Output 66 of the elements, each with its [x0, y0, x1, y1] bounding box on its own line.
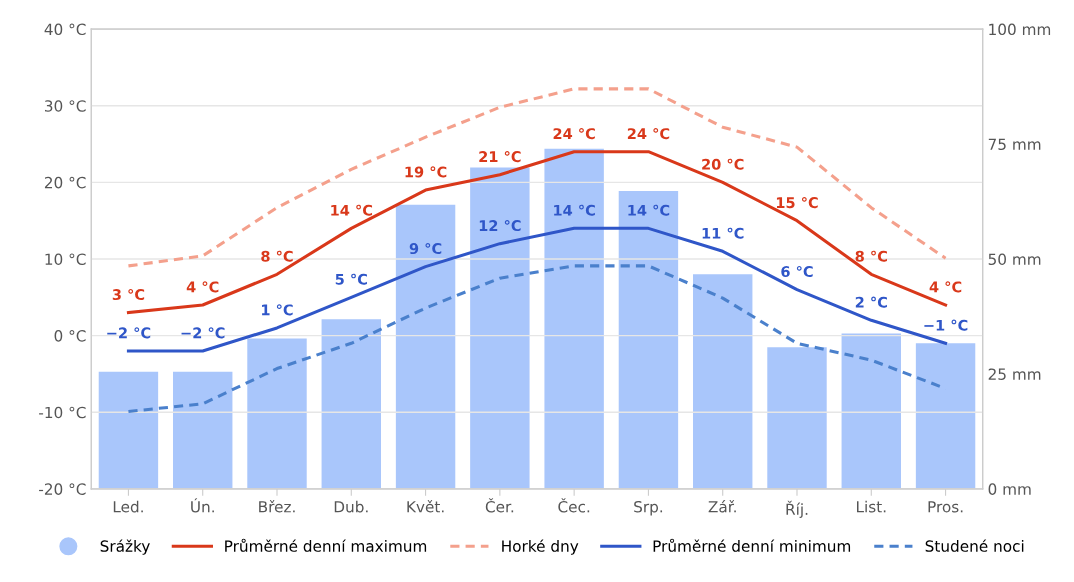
data-label: 19 °C — [405, 166, 447, 178]
data-label: 24 °C — [553, 128, 595, 140]
bar — [915, 343, 976, 489]
data-label: 6 °C — [781, 265, 813, 278]
bar — [693, 274, 753, 489]
data-label: 24 °C — [627, 128, 670, 140]
data-label: 2 °C — [855, 296, 887, 308]
data-label: 1 °C — [262, 304, 293, 316]
data-label: −2 °C — [107, 327, 151, 339]
y2-tick-label: 100 mm — [989, 23, 1051, 36]
data-label: 15 °C — [776, 197, 818, 209]
x-tick-label: Břez. — [259, 500, 295, 513]
y2-tick-label: 0 mm — [988, 483, 1031, 495]
y2-tick-label: 75 mm — [988, 138, 1041, 151]
bar — [767, 347, 827, 489]
data-label: 21 °C — [479, 151, 521, 163]
legend-label: Průměrné denní maximum — [225, 538, 427, 552]
data-label: 14 °C — [554, 204, 595, 216]
bar — [395, 204, 456, 489]
legend-label: Horké dny — [502, 539, 579, 555]
data-label: 20 °C — [702, 158, 744, 170]
data-label: 14 °C — [331, 204, 373, 216]
legend-label: Srážky — [100, 539, 150, 555]
bar — [544, 148, 604, 489]
data-label: −1 °C — [924, 319, 968, 331]
data-label: −2 °C — [181, 327, 225, 339]
y-tick-label: 10 °C — [45, 253, 86, 266]
legend-label: Studené noci — [925, 539, 1024, 552]
bar — [321, 319, 381, 489]
data-label: 9 °C — [409, 242, 442, 255]
data-label: 5 °C — [335, 273, 367, 285]
y-tick-label: 20 °C — [44, 176, 86, 189]
y-tick-label: 30 °C — [44, 100, 86, 112]
x-tick-label: Srp. — [634, 500, 663, 516]
data-label: 3 °C — [112, 288, 145, 301]
x-tick-label: List. — [857, 500, 886, 513]
data-label: 11 °C — [702, 227, 744, 239]
x-tick-label: Dub. — [334, 500, 368, 513]
bar — [470, 167, 530, 489]
x-tick-label: Pros. — [928, 501, 963, 513]
x-tick-label: Květ. — [407, 500, 444, 513]
line-series — [126, 87, 948, 268]
bar — [618, 190, 679, 489]
bar — [98, 371, 159, 489]
y2-tick-label: 25 mm — [988, 368, 1041, 380]
legend-label: Průměrné denní minimum — [653, 538, 851, 552]
data-label: 4 °C — [186, 281, 219, 293]
data-label: 12 °C — [479, 219, 521, 232]
x-tick-label: Ún. — [191, 498, 214, 513]
bar — [173, 371, 233, 489]
x-tick-label: Zář. — [708, 500, 736, 513]
y-tick-label: -20 °C — [39, 483, 86, 495]
data-label: 14 °C — [628, 204, 670, 216]
bar — [841, 333, 901, 489]
x-tick-label: Čec. — [558, 498, 590, 513]
y-tick-label: 0 °C — [54, 330, 86, 342]
data-label: 8 °C — [855, 250, 887, 262]
x-tick-label: Led. — [113, 500, 143, 513]
x-tick-label: Čer. — [485, 498, 514, 513]
bar — [247, 338, 307, 489]
data-label: 4 °C — [929, 281, 962, 293]
y2-tick-label: 50 mm — [988, 253, 1041, 266]
data-label: 8 °C — [261, 250, 293, 262]
y-tick-label: -10 °C — [39, 406, 86, 419]
x-tick-label: Říj. — [786, 500, 808, 519]
y-tick-label: 40 °C — [44, 23, 86, 36]
